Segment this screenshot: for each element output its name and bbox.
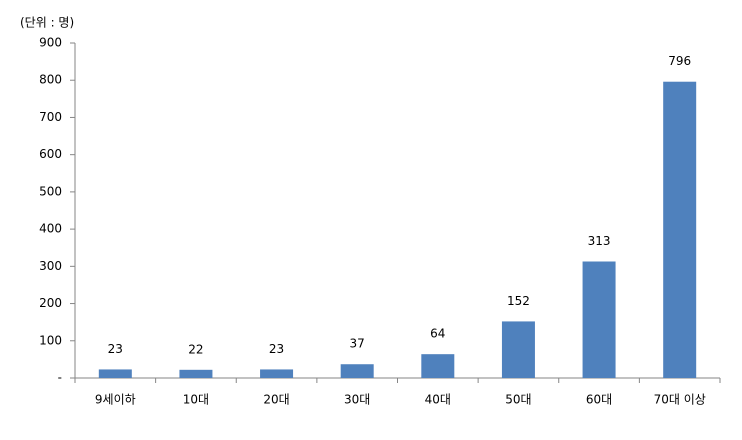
y-tick-label: 900 — [39, 36, 62, 50]
value-label: 22 — [188, 342, 203, 356]
bar — [501, 321, 535, 378]
x-tick-label: 50대 — [505, 393, 531, 407]
x-tick-label: 10대 — [183, 393, 209, 407]
bar — [340, 364, 374, 378]
unit-label: (단위 : 명) — [20, 16, 74, 30]
value-label: 313 — [588, 234, 611, 248]
bar — [663, 81, 697, 378]
bar — [260, 369, 294, 378]
value-label: 23 — [269, 342, 284, 356]
x-tick-label: 70대 이상 — [654, 393, 706, 407]
bar — [98, 369, 132, 378]
value-label: 796 — [668, 54, 691, 68]
y-tick-label: 100 — [39, 333, 62, 347]
y-tick-label: 500 — [39, 184, 62, 198]
bar — [421, 354, 455, 378]
y-tick-label: 700 — [39, 110, 62, 124]
bar — [179, 369, 213, 378]
y-tick-label: 400 — [39, 222, 62, 236]
x-tick-label: 9세이하 — [95, 393, 136, 407]
x-tick-label: 30대 — [344, 393, 370, 407]
value-label: 152 — [507, 294, 530, 308]
x-tick-label: 60대 — [586, 393, 612, 407]
y-tick-label: 300 — [39, 259, 62, 273]
y-tick-label: 200 — [39, 296, 62, 310]
x-tick-label: 20대 — [263, 393, 289, 407]
y-tick-label: - — [58, 371, 62, 385]
y-tick-label: 800 — [39, 73, 62, 87]
value-label: 64 — [430, 327, 445, 341]
value-label: 37 — [350, 337, 365, 351]
x-tick-label: 40대 — [425, 393, 451, 407]
value-label: 23 — [108, 342, 123, 356]
y-tick-label: 600 — [39, 147, 62, 161]
bar — [582, 261, 616, 378]
